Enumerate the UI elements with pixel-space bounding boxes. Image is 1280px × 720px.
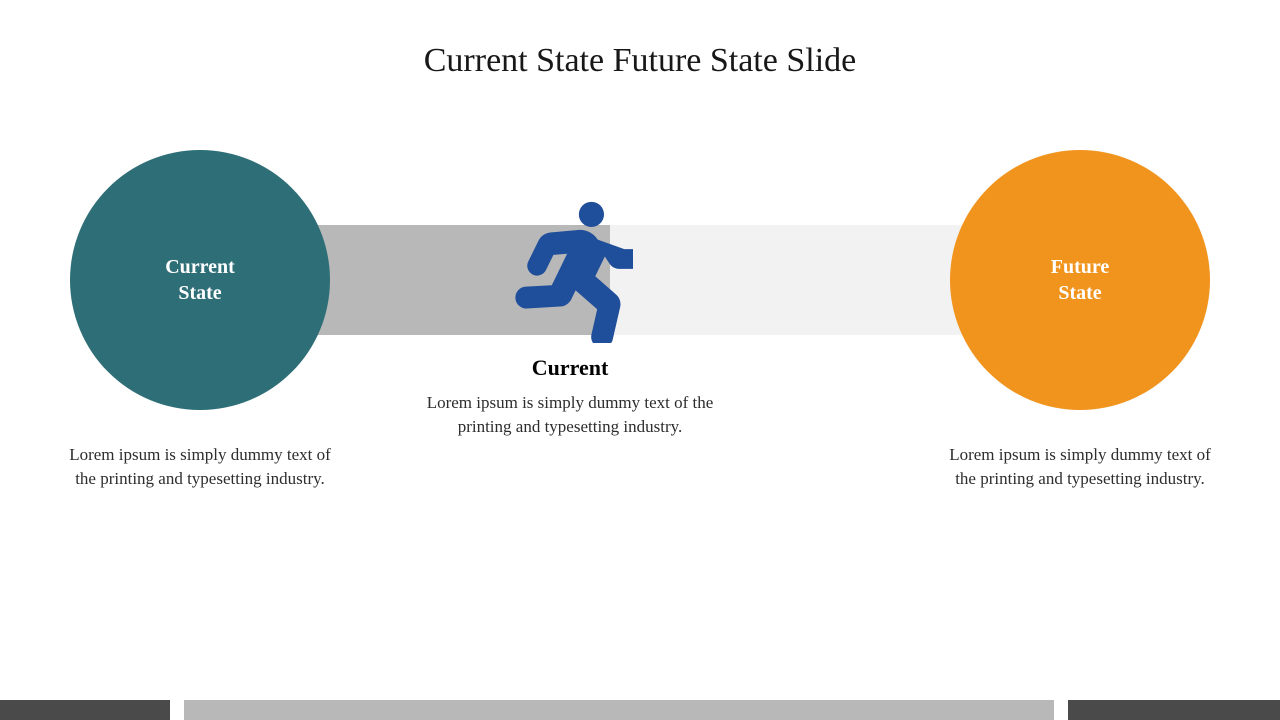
- center-caption-title: Current: [420, 355, 720, 381]
- center-caption: Current Lorem ipsum is simply dummy text…: [420, 355, 720, 439]
- running-person-icon: [493, 193, 633, 343]
- footer-segment: [184, 700, 1054, 720]
- future-state-caption-text: Lorem ipsum is simply dummy text of the …: [940, 443, 1220, 491]
- footer-bar: [0, 700, 1280, 720]
- state-diagram: CurrentState FutureState Lorem ipsum is …: [0, 165, 1280, 525]
- current-state-caption: Lorem ipsum is simply dummy text of the …: [60, 443, 340, 491]
- footer-segment: [1068, 700, 1280, 720]
- slide-title: Current State Future State Slide: [0, 42, 1280, 80]
- current-state-caption-text: Lorem ipsum is simply dummy text of the …: [60, 443, 340, 491]
- center-caption-text: Lorem ipsum is simply dummy text of the …: [420, 391, 720, 439]
- future-state-caption: Lorem ipsum is simply dummy text of the …: [940, 443, 1220, 491]
- future-state-circle: FutureState: [950, 150, 1210, 410]
- current-state-label: CurrentState: [130, 254, 270, 306]
- current-state-circle: CurrentState: [70, 150, 330, 410]
- footer-segment: [0, 700, 170, 720]
- future-state-label: FutureState: [1010, 254, 1150, 306]
